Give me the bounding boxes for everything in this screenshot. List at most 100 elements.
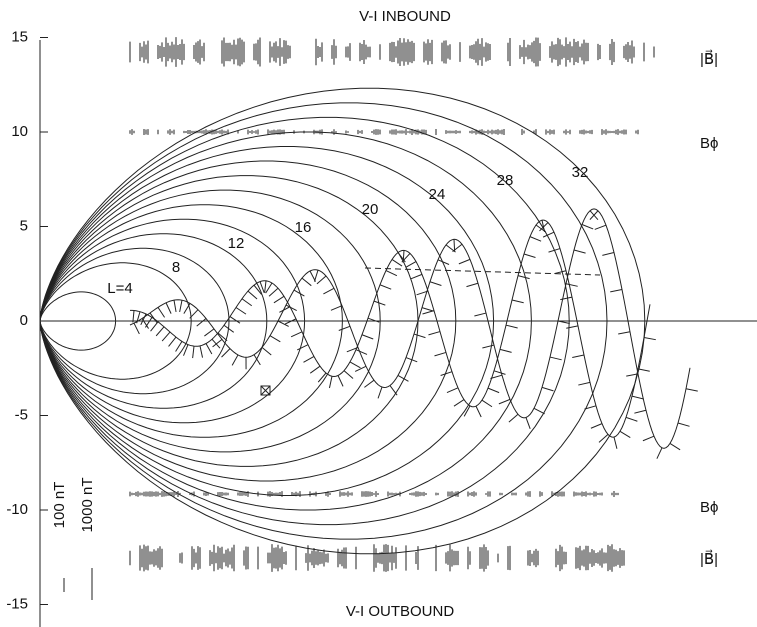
y-tick-label: 15 (11, 28, 28, 45)
hatch (643, 337, 656, 341)
hatch (168, 336, 177, 347)
hatch (217, 332, 228, 342)
hatch (391, 259, 403, 267)
field-line (39, 146, 495, 496)
hatch (330, 305, 343, 311)
hatch (590, 423, 603, 429)
hatch (205, 343, 213, 355)
hatch (446, 387, 459, 394)
hatch (264, 280, 267, 293)
hatch (328, 376, 333, 389)
hatch (343, 370, 354, 379)
hatch (389, 385, 398, 396)
hatch (573, 249, 586, 254)
hatch (453, 239, 456, 252)
hatch (265, 282, 273, 294)
hatch (379, 284, 392, 290)
hatch (140, 313, 147, 326)
field-line (39, 218, 306, 424)
hatch (204, 328, 215, 337)
hatch (235, 307, 247, 315)
field-line (39, 131, 532, 511)
hatch (529, 236, 542, 242)
hatch (490, 374, 503, 379)
hatch (685, 388, 698, 392)
field-line-label: L=4 (107, 280, 132, 297)
field-line-label: 32 (572, 164, 589, 181)
hatch (268, 287, 279, 297)
trajectory (130, 219, 651, 438)
hatch (189, 309, 199, 319)
hatch (613, 436, 618, 449)
hatch (560, 296, 573, 301)
hatch (517, 275, 530, 280)
hatch (589, 210, 599, 220)
marker-box (260, 385, 271, 396)
hatch (523, 253, 536, 258)
hatch (284, 318, 297, 325)
hatch (132, 310, 135, 323)
hatch (511, 299, 524, 304)
hatch (631, 395, 644, 400)
hatch (141, 318, 149, 329)
hatch (277, 320, 289, 327)
hatch (581, 224, 594, 230)
dashed-line (364, 267, 601, 276)
hatch (557, 320, 570, 324)
hatch (364, 379, 375, 388)
hatch (303, 356, 315, 363)
scale-label: 100 nT (51, 482, 68, 529)
hatch (416, 290, 429, 296)
field-line (39, 116, 570, 526)
hatch (508, 413, 519, 423)
hatch (525, 417, 531, 429)
hatch (429, 281, 442, 286)
hatch (584, 405, 597, 410)
top-title: V-I INBOUND (359, 8, 451, 25)
trace-label: Bϕ (700, 135, 718, 152)
hatch (493, 370, 506, 375)
hatch (150, 321, 159, 332)
hatch (161, 331, 171, 342)
field-line (39, 102, 608, 540)
hatch (541, 220, 546, 232)
hatch (637, 368, 650, 372)
y-tick-label: 0 (20, 312, 28, 329)
hatch (231, 354, 239, 366)
hatch (253, 354, 261, 366)
hatch (453, 399, 465, 407)
hatch (548, 248, 561, 253)
hatch (355, 349, 368, 355)
y-tick-label: 10 (11, 123, 28, 140)
hatch (285, 304, 297, 311)
hatch (316, 275, 327, 285)
hatch (323, 287, 335, 295)
hatch (642, 435, 655, 442)
hatch (405, 261, 417, 268)
hatch (338, 325, 351, 331)
hatch (549, 356, 562, 361)
field-line-label: 8 (172, 259, 180, 276)
hatch (634, 409, 647, 414)
hatch (437, 259, 450, 265)
field-line-label: 16 (295, 219, 312, 236)
hatch (401, 253, 411, 263)
hatch (554, 270, 567, 275)
hatch (279, 306, 291, 313)
field-line (39, 87, 646, 555)
scale-label: 1000 nT (79, 477, 96, 532)
hatch (452, 243, 463, 253)
y-tick-label: -15 (6, 595, 28, 612)
y-tick-label: 5 (20, 217, 28, 234)
hatch (578, 381, 591, 386)
hatch (261, 346, 272, 356)
hatch (405, 357, 418, 363)
y-tick-label: -10 (6, 501, 28, 518)
field-line-label: 24 (429, 186, 446, 203)
hatch (196, 318, 207, 327)
hatch (481, 399, 493, 408)
field-line (39, 233, 268, 409)
hatch (199, 345, 204, 358)
hatch (361, 334, 374, 340)
